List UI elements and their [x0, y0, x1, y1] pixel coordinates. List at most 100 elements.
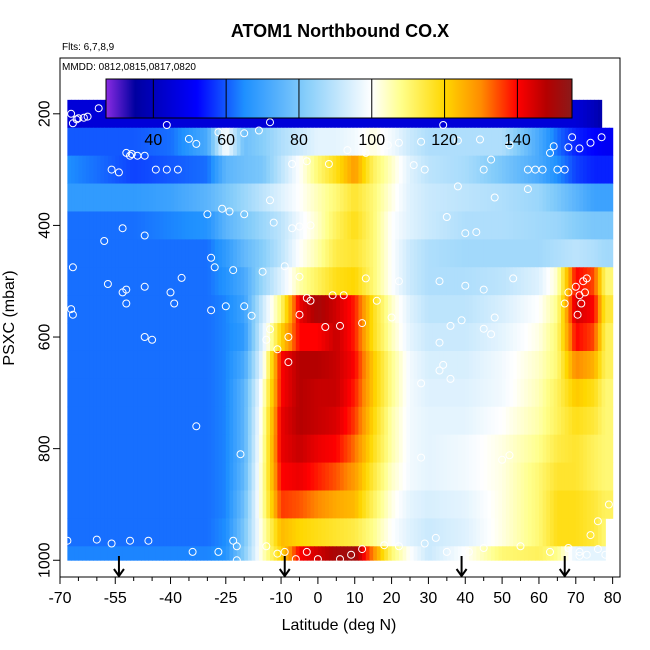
heatmap-cell [435, 183, 441, 212]
observation-point [188, 547, 197, 556]
heatmap-cell [133, 518, 138, 547]
heatmap-cell [251, 518, 256, 547]
heatmap-cell [546, 350, 551, 380]
heatmap-cell [166, 155, 172, 184]
heatmap-cell [435, 434, 441, 463]
heatmap-cell [513, 350, 518, 380]
heatmap-cell [594, 546, 599, 561]
x-tick-label: -55 [104, 590, 127, 607]
heatmap-cell [376, 434, 382, 463]
heatmap-cell [233, 267, 238, 296]
heatmap-cell [516, 267, 522, 296]
heatmap-cell [100, 323, 105, 352]
heatmap-cell [391, 211, 396, 240]
heatmap-cell [314, 490, 319, 519]
heatmap-cell [376, 406, 382, 436]
heatmap-cell [542, 490, 547, 519]
heatmap-cell [336, 323, 341, 352]
heatmap-cell [155, 518, 161, 547]
heatmap-cell [332, 323, 337, 352]
heatmap-cell [292, 267, 297, 296]
heatmap-cell [579, 546, 584, 561]
heatmap-cell [328, 211, 334, 240]
heatmap-cell [380, 350, 385, 380]
heatmap-cell [306, 183, 312, 212]
heatmap-cell [82, 518, 87, 547]
heatmap-cell [608, 350, 614, 380]
heatmap-cell [170, 490, 175, 519]
heatmap-cell [432, 323, 437, 352]
heatmap-cell [203, 462, 208, 491]
heatmap-cell [457, 267, 463, 296]
heatmap-cell [387, 434, 393, 463]
heatmap-cell [446, 378, 452, 408]
heatmap-cell [557, 239, 562, 268]
observation-point [564, 288, 573, 297]
heatmap-cell [509, 406, 514, 436]
heatmap-cell [292, 295, 297, 324]
heatmap-cell [546, 546, 551, 561]
heatmap-cell [553, 323, 558, 352]
heatmap-cell [225, 183, 231, 212]
heatmap-cell [535, 406, 540, 436]
heatmap-cell [89, 434, 94, 463]
heatmap-cell [203, 546, 208, 561]
heatmap-cell [586, 99, 592, 129]
heatmap-cell [137, 490, 142, 519]
observation-point [184, 134, 193, 143]
heatmap-cell [303, 350, 308, 380]
heatmap-cell [564, 323, 570, 352]
heatmap-cell [244, 378, 249, 408]
heatmap-cell [141, 518, 146, 547]
heatmap-cell [343, 267, 348, 296]
heatmap-cell [185, 267, 190, 296]
heatmap-cell [163, 239, 168, 268]
heatmap-cell [417, 462, 422, 491]
heatmap-cell [594, 378, 599, 408]
heatmap-cell [115, 127, 120, 157]
heatmap-cell [476, 434, 481, 463]
heatmap-cell [82, 183, 87, 212]
heatmap-cell [192, 239, 197, 268]
heatmap-cell [516, 350, 522, 380]
observation-point [324, 160, 333, 168]
heatmap-cell [159, 350, 164, 380]
heatmap-cell [78, 518, 83, 547]
heatmap-cell [546, 127, 551, 157]
heatmap-cell [583, 406, 588, 436]
heatmap-cell [71, 239, 76, 268]
heatmap-cell [155, 295, 161, 324]
heatmap-cell [281, 462, 286, 491]
heatmap-cell [292, 350, 297, 380]
heatmap-cell [432, 518, 437, 547]
heatmap-cell [347, 211, 352, 240]
heatmap-cell [299, 127, 304, 157]
heatmap-cell [358, 183, 363, 212]
observation-point [479, 324, 488, 333]
heatmap-cell [207, 350, 212, 380]
heatmap-cell [491, 518, 496, 547]
heatmap-cell [115, 462, 120, 491]
heatmap-cell [542, 323, 547, 352]
heatmap-cell [310, 462, 315, 491]
heatmap-cell [568, 239, 573, 268]
heatmap-cell [546, 406, 551, 436]
heatmap-cell [343, 323, 348, 352]
heatmap-cell [575, 239, 581, 268]
heatmap-cell [465, 546, 470, 561]
heatmap-cell [104, 350, 109, 380]
heatmap-cell [236, 546, 242, 561]
heatmap-cell [89, 378, 94, 408]
heatmap-cell [159, 267, 164, 296]
heatmap-cell [181, 462, 186, 491]
heatmap-cell [192, 295, 197, 324]
heatmap-cell [340, 518, 345, 547]
heatmap-cell [454, 350, 459, 380]
heatmap-cell [67, 378, 72, 408]
heatmap-cell [292, 490, 297, 519]
heatmap-cell [398, 462, 404, 491]
heatmap-cell [376, 490, 382, 519]
heatmap-cell [502, 323, 507, 352]
heatmap-cell [273, 183, 278, 212]
heatmap-cell [332, 211, 337, 240]
